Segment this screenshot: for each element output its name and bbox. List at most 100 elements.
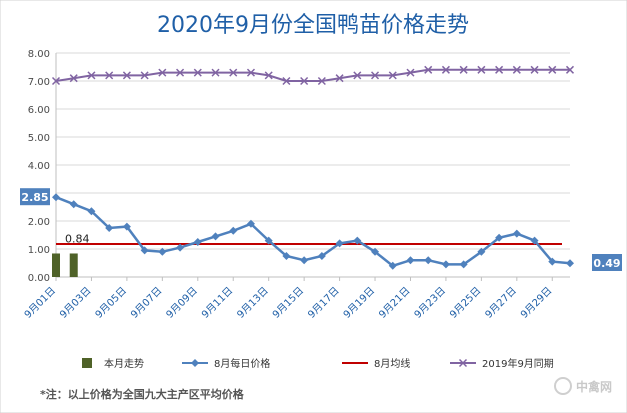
data-point bbox=[495, 233, 504, 242]
data-point bbox=[335, 74, 344, 83]
data-point bbox=[512, 65, 521, 74]
legend-label: 2019年9月同期 bbox=[482, 357, 554, 370]
y-tick-label: 5.00 bbox=[28, 133, 50, 144]
data-point bbox=[459, 260, 468, 269]
data-point bbox=[105, 71, 114, 80]
x-marker bbox=[317, 76, 326, 86]
x-marker bbox=[477, 65, 486, 74]
data-point bbox=[477, 65, 486, 74]
data-point bbox=[388, 71, 397, 80]
series-line bbox=[55, 68, 570, 82]
data-point bbox=[565, 65, 575, 74]
x-marker bbox=[459, 65, 468, 74]
data-point bbox=[371, 247, 380, 256]
watermark-logo-icon bbox=[554, 377, 572, 395]
legend-label: 8月均线 bbox=[374, 357, 410, 370]
data-point bbox=[424, 65, 433, 74]
legend-label: 本月走势 bbox=[104, 357, 144, 370]
x-marker bbox=[424, 65, 433, 74]
data-point bbox=[317, 76, 326, 86]
data-point bbox=[406, 256, 415, 265]
data-labels: 2.85 0.49 0.84 bbox=[20, 188, 622, 271]
y-tick-label: 4.00 bbox=[28, 161, 50, 172]
data-point bbox=[51, 76, 61, 86]
x-marker bbox=[176, 68, 185, 77]
data-point bbox=[388, 261, 397, 270]
end-value-badge bbox=[592, 254, 622, 271]
legend-item: 8月均线 bbox=[342, 357, 410, 370]
data-point bbox=[548, 65, 557, 74]
data-point bbox=[52, 193, 60, 202]
data-point bbox=[211, 232, 220, 241]
x-marker bbox=[87, 71, 96, 80]
legend-label: 8月每日价格 bbox=[214, 357, 270, 370]
x-marker bbox=[530, 65, 539, 74]
data-point bbox=[158, 247, 167, 256]
data-point bbox=[87, 71, 96, 80]
x-marker bbox=[388, 71, 397, 80]
y-tick-label: 0.00 bbox=[28, 273, 50, 284]
bar bbox=[69, 253, 78, 277]
data-point bbox=[441, 260, 450, 269]
data-point bbox=[441, 65, 450, 74]
x-marker bbox=[69, 74, 78, 83]
footnote: *注：以上价格为全国九大主产区平均价格 bbox=[40, 387, 245, 401]
x-marker bbox=[335, 74, 344, 83]
start-value-label: 2.85 bbox=[21, 191, 48, 204]
data-point bbox=[140, 246, 149, 255]
data-point bbox=[122, 71, 131, 80]
data-point bbox=[477, 247, 486, 256]
data-point bbox=[158, 68, 167, 77]
data-point bbox=[105, 224, 114, 232]
legend-marker bbox=[191, 359, 199, 367]
x-marker bbox=[246, 68, 255, 77]
data-point bbox=[548, 257, 557, 266]
data-point bbox=[140, 71, 149, 80]
start-value-badge bbox=[20, 188, 50, 206]
x-marker bbox=[51, 76, 61, 86]
x-marker bbox=[353, 71, 362, 80]
bar bbox=[52, 253, 60, 277]
series-august-daily bbox=[52, 193, 574, 270]
chart-title: 2020年9月份全国鸭苗价格走势 bbox=[157, 13, 469, 38]
data-point bbox=[353, 71, 362, 80]
data-point bbox=[246, 68, 255, 77]
data-point bbox=[566, 259, 574, 268]
data-point bbox=[530, 65, 539, 74]
data-point bbox=[264, 71, 273, 80]
data-point bbox=[246, 219, 255, 228]
x-marker bbox=[211, 68, 220, 77]
x-marker bbox=[229, 68, 238, 77]
data-point bbox=[300, 256, 309, 265]
x-marker bbox=[371, 71, 380, 80]
series-2019 bbox=[51, 65, 575, 86]
x-marker bbox=[122, 71, 131, 80]
x-marker bbox=[105, 71, 114, 80]
data-point bbox=[317, 252, 326, 260]
y-tick-label: 1.00 bbox=[28, 245, 50, 256]
data-point bbox=[335, 239, 344, 248]
y-tick-label: 6.00 bbox=[28, 105, 50, 116]
watermark: 中禽网 bbox=[554, 377, 612, 395]
y-tick-label: 7.00 bbox=[28, 77, 50, 88]
data-point bbox=[69, 74, 78, 83]
legend-item: 本月走势 bbox=[82, 357, 144, 370]
legend-item: 2019年9月同期 bbox=[450, 357, 554, 370]
data-point bbox=[353, 236, 362, 245]
data-point bbox=[87, 207, 96, 216]
series-line bbox=[55, 196, 571, 268]
data-point bbox=[424, 256, 433, 265]
data-point bbox=[512, 229, 521, 238]
y-axis-ticks: 0.001.002.003.004.005.006.007.008.00 bbox=[28, 49, 50, 284]
data-point bbox=[406, 68, 415, 77]
y-tick-label: 2.00 bbox=[28, 217, 50, 228]
watermark-text: 中禽网 bbox=[576, 379, 612, 394]
data-point bbox=[69, 200, 78, 209]
x-marker bbox=[495, 65, 504, 74]
data-point bbox=[282, 76, 291, 86]
bar-series bbox=[52, 253, 78, 277]
data-point bbox=[371, 71, 380, 80]
bar-value-label: 0.84 bbox=[65, 232, 90, 245]
